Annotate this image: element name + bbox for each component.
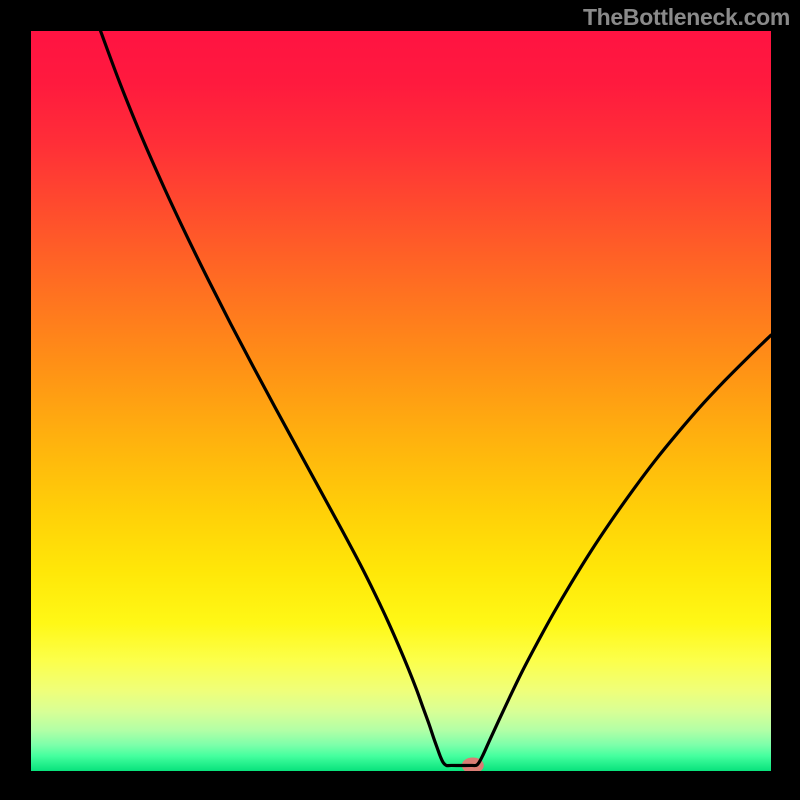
chart-background (31, 31, 771, 771)
bottleneck-chart (31, 31, 771, 771)
watermark-text: TheBottleneck.com (583, 4, 790, 31)
image-container: TheBottleneck.com (0, 0, 800, 800)
